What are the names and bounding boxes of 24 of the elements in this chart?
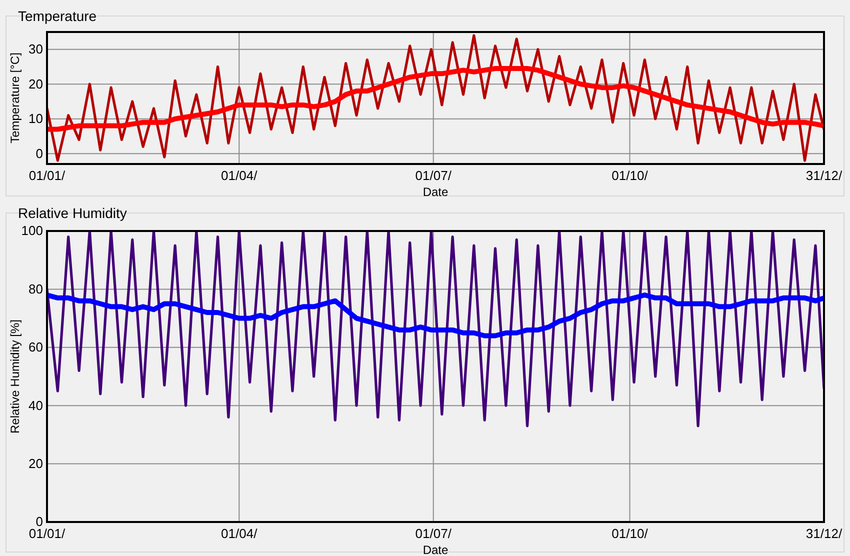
x-tick-label: 01/04/	[221, 526, 258, 542]
y-tick-label: 30	[28, 42, 43, 57]
y-axis-title: Relative Humidity [%]	[8, 319, 22, 434]
x-tick-label: 01/07/	[415, 168, 452, 184]
chart-title: Relative Humidity	[18, 205, 127, 221]
y-tick-label: 40	[28, 398, 43, 413]
x-tick-label: 01/10/	[612, 168, 648, 184]
x-tick-label: 01/01/	[28, 168, 66, 184]
y-tick-label: 80	[28, 281, 43, 296]
y-tick-label: 20	[28, 456, 43, 471]
x-axis-title: Date	[422, 185, 448, 199]
y-tick-label: 60	[28, 340, 43, 355]
y-axis-title: Temperature [°C]	[8, 52, 22, 144]
x-tick-label: 31/12/	[806, 168, 842, 184]
x-tick-label: 01/10/	[612, 526, 648, 542]
y-tick-label: 20	[28, 76, 43, 92]
x-tick-label: 31/12/	[806, 526, 842, 542]
y-tick-label: 100	[21, 223, 43, 238]
chart-title: Temperature	[18, 8, 97, 24]
y-tick-label: 10	[28, 111, 43, 126]
y-tick-label: 0	[36, 146, 43, 161]
x-axis-title: Date	[422, 543, 448, 556]
x-tick-label: 01/07/	[415, 526, 452, 542]
x-tick-label: 01/04/	[221, 168, 258, 184]
